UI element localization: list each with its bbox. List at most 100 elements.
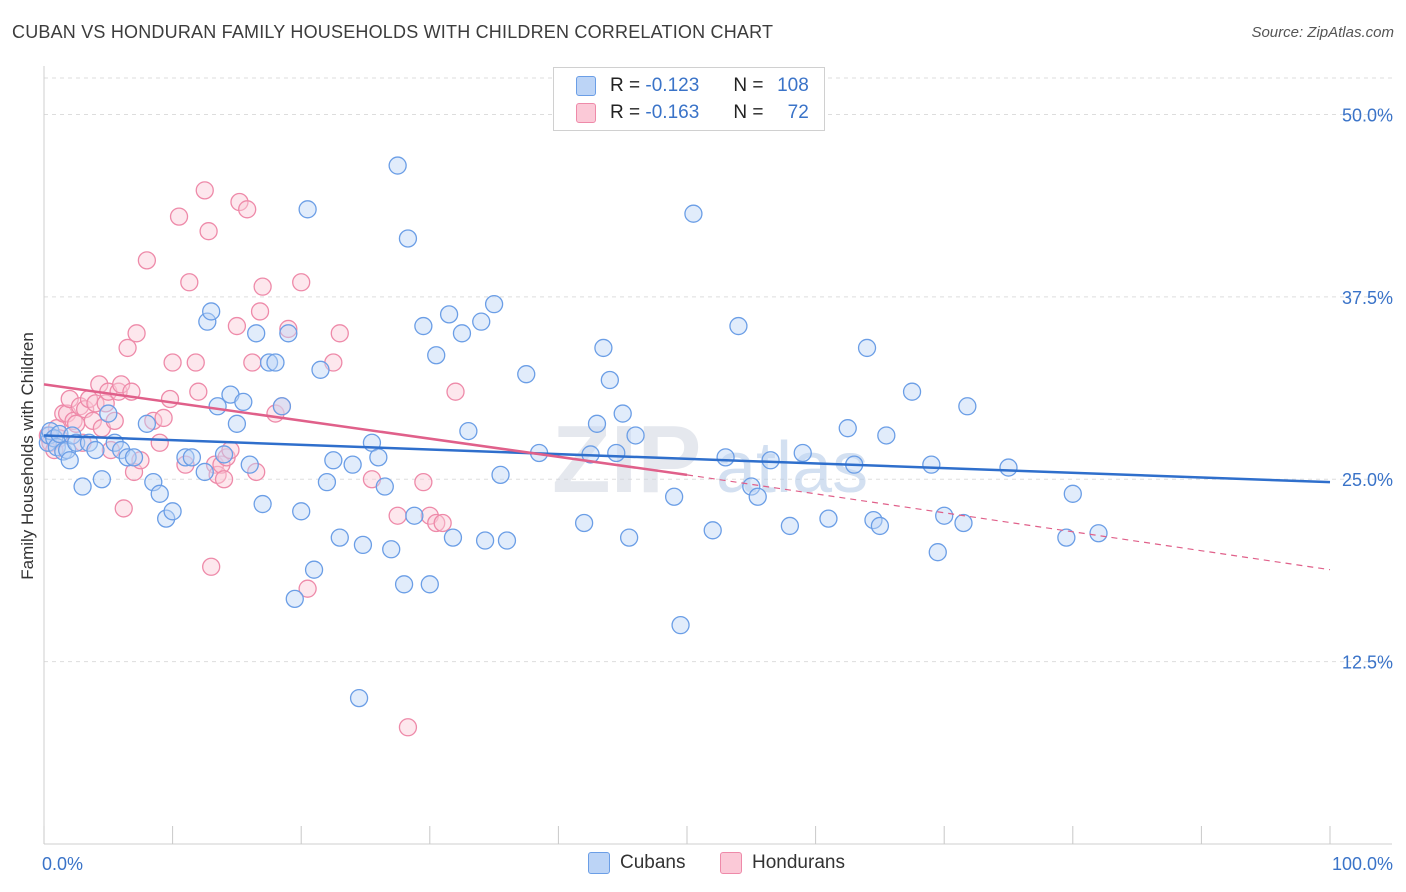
point-cuban (240, 455, 259, 474)
point-cuban (626, 426, 645, 445)
point-honduran (292, 273, 311, 292)
point-honduran (214, 470, 234, 489)
point-honduran (398, 718, 418, 737)
point-cuban (484, 295, 504, 314)
point-cuban (954, 513, 973, 533)
chart-title: CUBAN VS HONDURAN FAMILY HOUSEHOLDS WITH… (12, 22, 774, 42)
chart-source: Source: ZipAtlas.com (1251, 24, 1394, 41)
point-honduran (243, 353, 262, 372)
point-cuban (877, 426, 896, 445)
point-cuban (227, 414, 247, 433)
point-honduran (446, 382, 465, 401)
point-honduran (202, 557, 221, 576)
point-honduran (180, 273, 199, 292)
point-cuban (272, 397, 292, 416)
point-cuban (388, 156, 407, 175)
point-cuban (375, 477, 394, 496)
legend-r-label: R = (610, 75, 641, 96)
point-cuban (922, 455, 941, 474)
legend-n-label: N = (733, 75, 764, 96)
point-cuban (79, 433, 99, 452)
legend-row-hondurans: R = -0.163 N = 72 (576, 101, 809, 125)
point-cuban (587, 414, 607, 433)
point-cuban (1057, 528, 1076, 547)
point-cuban (304, 560, 324, 579)
point-honduran (230, 192, 249, 212)
point-cuban (259, 353, 279, 372)
point-honduran (189, 382, 208, 401)
point-cuban (214, 445, 234, 464)
legend-r-cubans: -0.123 (645, 75, 700, 96)
point-honduran (414, 473, 433, 492)
point-honduran (169, 207, 189, 226)
point-honduran (298, 579, 317, 598)
legend-item-cubans[interactable]: Cubans (588, 852, 686, 874)
point-cuban (819, 509, 838, 528)
point-cuban (729, 316, 748, 336)
point-cuban (382, 540, 401, 559)
legend-swatch-hondurans (576, 103, 596, 123)
y-axis-label: Family Households with Children (18, 332, 37, 580)
legend-swatch-hondurans (720, 852, 742, 874)
point-cuban (742, 477, 761, 496)
point-cuban (703, 521, 722, 540)
point-cuban (716, 448, 735, 467)
point-honduran (250, 302, 270, 321)
x-tick-label-min: 0.0% (42, 854, 83, 874)
point-cuban (60, 451, 79, 470)
point-cuban (414, 316, 433, 336)
point-cuban (253, 494, 272, 514)
watermark: ZIP atlas (552, 406, 868, 513)
legend-n-hondurans: 72 (787, 102, 809, 123)
y-tick-label: 50.0% (1342, 105, 1393, 125)
y-tick-label: 12.5% (1342, 653, 1393, 673)
point-cuban (198, 312, 217, 331)
legend-swatch-cubans (588, 852, 610, 874)
legend-swatch-cubans (576, 76, 596, 96)
legend-r-label: R = (610, 102, 641, 123)
point-honduran (127, 324, 146, 343)
correlation-legend: R = -0.123 N = 108 R = -0.163 N = 72 (553, 67, 825, 131)
point-cuban (902, 382, 922, 401)
point-honduran (105, 411, 124, 431)
point-honduran (118, 338, 137, 358)
point-cuban (157, 509, 176, 528)
point-cuban (86, 440, 105, 460)
point-cuban (118, 448, 137, 467)
point-cuban (266, 353, 285, 372)
x-tick-label-max: 100.0% (1332, 854, 1393, 874)
point-cuban (958, 397, 977, 416)
legend-row-cubans: R = -0.123 N = 108 (576, 74, 809, 98)
point-cuban (317, 473, 337, 492)
point-cuban (439, 305, 459, 324)
point-cuban (137, 414, 157, 433)
legend-r-hondurans: -0.163 (645, 102, 700, 123)
axes-layer (43, 66, 1392, 845)
point-honduran (163, 353, 182, 372)
point-honduran (247, 462, 266, 482)
point-honduran (112, 375, 131, 394)
y-tick-label: 37.5% (1342, 288, 1393, 308)
point-cuban (394, 575, 414, 594)
point-cuban (928, 543, 947, 562)
point-cuban (475, 531, 495, 550)
point-cuban (99, 404, 118, 423)
point-honduran (176, 455, 195, 474)
point-cuban (398, 229, 418, 248)
point-cuban (857, 338, 877, 358)
point-cuban (73, 477, 92, 496)
point-cuban (684, 204, 703, 223)
point-cuban (292, 502, 311, 521)
point-honduran (279, 319, 298, 339)
point-cuban (613, 404, 632, 423)
point-cuban (176, 448, 195, 467)
series-legend: Cubans Hondurans (0, 852, 1406, 878)
point-cuban (124, 448, 144, 467)
trend-line-cubans (43, 434, 1331, 484)
trend-line-hondurans-extension (686, 474, 1331, 571)
y-tick-label: 25.0% (1342, 470, 1393, 490)
point-cuban (574, 513, 594, 533)
legend-label-cubans: Cubans (620, 852, 686, 873)
legend-item-hondurans[interactable]: Hondurans (720, 852, 845, 874)
